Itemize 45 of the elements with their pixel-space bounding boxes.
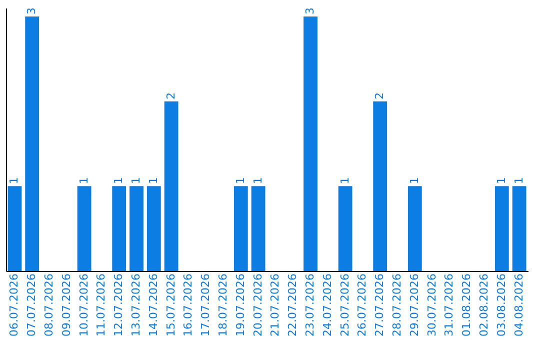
data-label: 1 [146, 177, 160, 184]
x-tick-label: 23.07.2026 [304, 274, 316, 336]
data-label: 1 [251, 177, 264, 184]
x-tick-label: 06.07.2026 [8, 274, 21, 336]
x-tick-label: 20.07.2026 [251, 274, 264, 336]
x-tick-label: 10.07.2026 [77, 274, 90, 336]
x-tick-label: 08.07.2026 [42, 274, 56, 336]
x-tick-label: 22.07.2026 [286, 274, 300, 336]
data-label: 3 [304, 7, 316, 14]
data-label: 1 [77, 177, 90, 184]
x-tick-label: 14.07.2026 [146, 274, 160, 336]
data-label: 1 [130, 177, 142, 184]
x-tick-label: 31.07.2026 [442, 274, 456, 336]
x-tick-label: 29.07.2026 [408, 274, 421, 336]
data-label: 2 [373, 92, 386, 100]
x-tick-label: 24.07.2026 [320, 274, 334, 336]
x-tick-label: 30.07.2026 [425, 274, 438, 336]
data-label: 1 [494, 177, 508, 184]
data-label: 1 [8, 177, 21, 184]
x-tick-label: 03.08.2026 [494, 274, 508, 336]
x-tick-label: 19.07.2026 [234, 274, 247, 336]
x-tick-label: 15.07.2026 [164, 274, 178, 336]
x-tick-label: 07.07.2026 [25, 274, 38, 336]
x-tick-label: 27.07.2026 [373, 274, 386, 336]
data-label: 1 [234, 177, 247, 184]
x-tick-label: 02.08.2026 [478, 274, 490, 336]
x-tick-label: 26.07.2026 [356, 274, 369, 336]
x-tick-label: 01.08.2026 [460, 274, 474, 336]
x-tick-label: 28.07.2026 [390, 274, 404, 336]
data-label: 1 [338, 177, 352, 184]
x-tick-label: 25.07.2026 [338, 274, 352, 336]
x-tick-label: 04.08.2026 [512, 274, 526, 336]
x-tick-label: 18.07.2026 [216, 274, 230, 336]
x-tick-label: 11.07.2026 [94, 274, 108, 336]
x-tick-label: 13.07.2026 [130, 274, 142, 336]
x-tick-label: 16.07.2026 [182, 274, 195, 336]
x-tick-label: 21.07.2026 [268, 274, 282, 336]
data-label: 2 [164, 92, 178, 100]
data-label: 1 [512, 177, 526, 184]
data-label: 1 [112, 177, 126, 184]
data-label: 3 [25, 7, 38, 14]
x-tick-label: 12.07.2026 [112, 274, 126, 336]
data-label: 1 [408, 177, 421, 184]
x-tick-label: 17.07.2026 [199, 274, 212, 336]
x-tick-label: 09.07.2026 [60, 274, 73, 336]
